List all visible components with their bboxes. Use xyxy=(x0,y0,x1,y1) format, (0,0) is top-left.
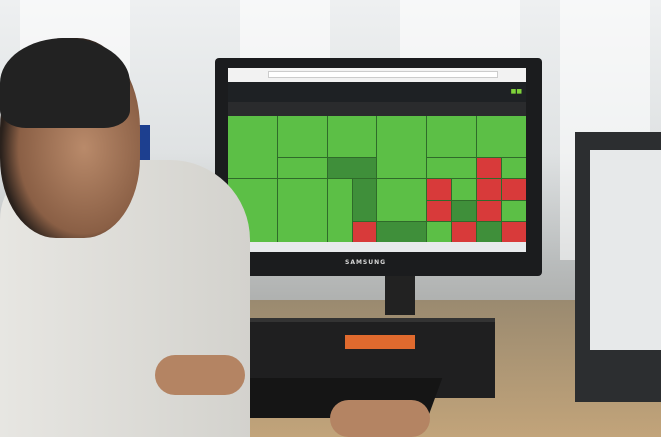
treemap-cell xyxy=(452,200,477,221)
treemap-cell xyxy=(452,221,477,242)
treemap-cell xyxy=(502,221,526,242)
treemap-cell xyxy=(427,200,452,221)
treemap-cell xyxy=(327,116,377,158)
treemap-cell xyxy=(502,158,526,179)
monitor-brand-logo: SAMSUNG xyxy=(345,259,387,266)
browser-bar xyxy=(228,68,526,82)
treemap-cell xyxy=(377,179,427,221)
treemap-cell xyxy=(477,158,502,179)
taskbar xyxy=(228,242,526,252)
treemap-cell xyxy=(477,179,502,200)
monitor-stand xyxy=(385,275,415,315)
treemap-cell xyxy=(427,158,477,179)
treemap-cell xyxy=(427,221,452,242)
treemap-cell xyxy=(277,179,327,242)
treemap-cell xyxy=(502,200,526,221)
right-monitor-screen xyxy=(590,150,661,350)
man-hand-on-mouse xyxy=(330,400,430,437)
treemap-cell xyxy=(502,179,526,200)
treemap-cell xyxy=(352,179,377,221)
treemap-cell xyxy=(377,221,427,242)
man-hair xyxy=(0,38,130,128)
stock-treemap xyxy=(228,116,526,242)
treemap-cell xyxy=(427,179,452,200)
treemap-cell xyxy=(277,158,327,179)
treemap-cell xyxy=(277,116,327,158)
treemap-cell xyxy=(228,116,277,179)
treemap-cell xyxy=(327,158,377,179)
man-hand-on-keyboard xyxy=(155,355,245,395)
treemap-cell xyxy=(452,179,477,200)
treemap-cell xyxy=(377,116,427,179)
treemap-cell xyxy=(327,179,352,242)
orange-notebook xyxy=(345,335,415,349)
treemap-cell xyxy=(427,116,477,158)
treemap-cell xyxy=(477,221,502,242)
monitor-screen: ■■ xyxy=(228,68,526,252)
app-logo: ■■ xyxy=(510,88,522,95)
treemap-cell xyxy=(352,221,377,242)
treemap-cell xyxy=(477,116,526,158)
app-toolbar: ■■ xyxy=(228,82,526,102)
treemap-cell xyxy=(477,200,502,221)
url-bar xyxy=(268,71,498,78)
